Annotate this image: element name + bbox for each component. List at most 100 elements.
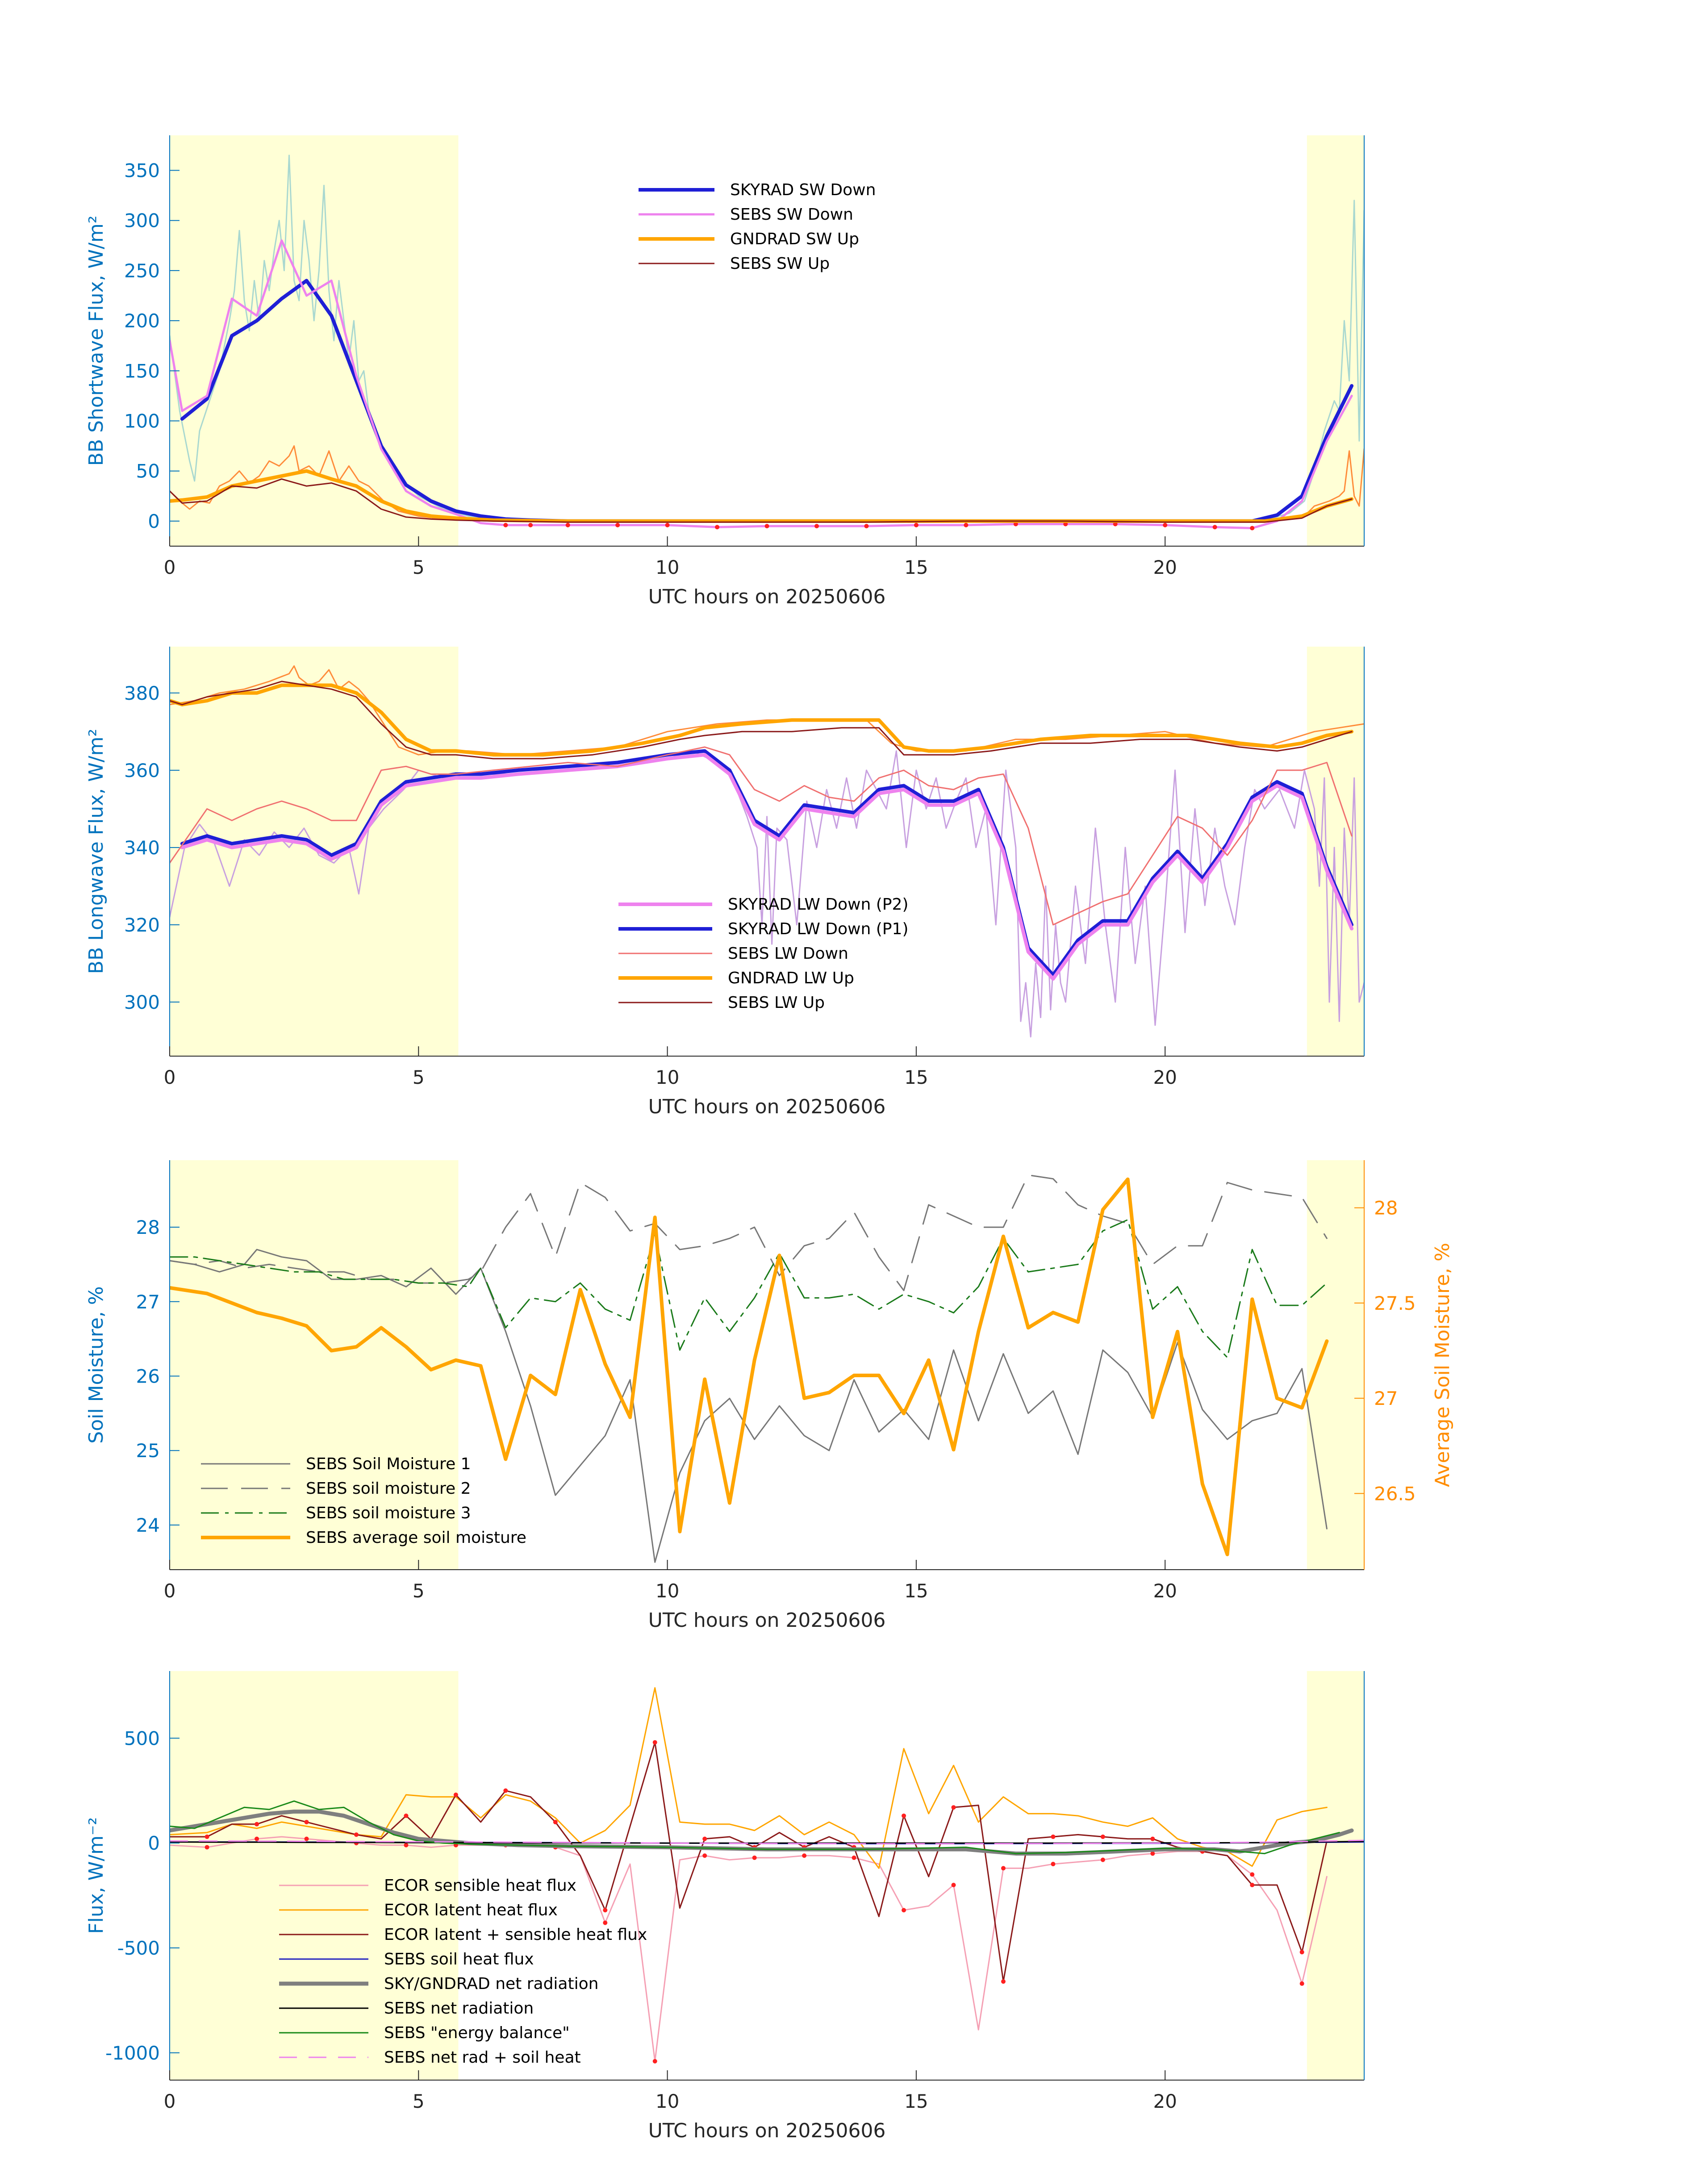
x-tick-label: 10 — [656, 2090, 679, 2112]
data-point-marker — [404, 1843, 409, 1847]
y-tick-label: 500 — [124, 1727, 160, 1749]
data-point-marker — [603, 1920, 608, 1925]
legend-label-sebs-average-soil-moisture: SEBS average soil moisture — [306, 1529, 526, 1547]
x-tick-label: 15 — [904, 2090, 928, 2112]
night-shading-1 — [170, 1671, 459, 2080]
data-point-marker — [864, 524, 869, 529]
series-line-sebs-energy-balance — [170, 1800, 1340, 1855]
data-point-marker — [255, 1836, 259, 1841]
y-tick-label: 0 — [148, 510, 160, 532]
series-line-sebs-sw-up — [170, 478, 1353, 523]
night-shading-2 — [1307, 1160, 1364, 1570]
series-line-sebs-net-radiation — [170, 1840, 1364, 1844]
longwave-flux-panel: 0 5 10 15 20 300 320 340 360 380 UTC hours on 2025… — [85, 647, 1365, 1118]
legend-label-skyrad-lw-down-p1: SKYRAD LW Down (P1) — [728, 920, 908, 938]
legend-label-ecor-latent-sensible-heat-flux: ECOR latent + sensible heat flux — [384, 1926, 647, 1944]
data-point-marker — [1150, 1851, 1155, 1856]
x-tick-label: 15 — [904, 1580, 928, 1602]
series-line-sebs-average-soil-moisture — [170, 1177, 1329, 1556]
x-axis-label: UTC hours on 20250606 — [648, 1095, 886, 1118]
y-right-tick-label: 27.5 — [1374, 1292, 1416, 1314]
legend-label-sky-gndrad-net-radiation: SKY/GNDRAD net radiation — [384, 1975, 598, 1993]
legend-label-sebs-lw-up: SEBS LW Up — [728, 994, 825, 1012]
legend: SKYRAD SW Down SEBS SW Down GNDRAD SW Up SE… — [639, 181, 876, 273]
data-point-marker — [652, 2059, 657, 2064]
x-tick-label: 0 — [164, 2090, 176, 2112]
data-point-marker — [964, 522, 969, 527]
legend-label-gndrad-sw-up: GNDRAD SW Up — [730, 230, 859, 248]
y-tick-label: 350 — [124, 160, 160, 182]
y-tick-label: 27 — [136, 1291, 160, 1313]
legend-label-sebs-sw-up: SEBS SW Up — [730, 255, 830, 273]
x-axis-label: UTC hours on 20250606 — [648, 585, 886, 608]
legend: SEBS Soil Moisture 1 SEBS soil moisture 2… — [201, 1455, 526, 1547]
data-point-marker — [715, 525, 720, 530]
data-point-marker — [453, 1793, 458, 1797]
data-point-marker — [1063, 522, 1068, 526]
data-point-marker — [205, 1845, 209, 1850]
x-tick-label: 20 — [1153, 556, 1177, 578]
legend-label-sebs-net-rad-soil-heat: SEBS net rad + soil heat — [384, 2048, 581, 2067]
data-point-marker — [1299, 1981, 1304, 1986]
x-axis-label: UTC hours on 20250606 — [648, 2119, 886, 2142]
y-axis-label: BB Shortwave Flux, W/m² — [85, 216, 108, 466]
y-tick-label: 0 — [148, 1832, 160, 1854]
night-shading-2 — [1307, 1671, 1364, 2080]
data-point-marker — [814, 524, 819, 529]
data-point-marker — [1013, 522, 1018, 526]
data-point-marker — [1250, 526, 1255, 531]
data-point-marker — [404, 1813, 409, 1818]
legend-label-sebs-sw-down: SEBS SW Down — [730, 205, 853, 224]
legend-label-sebs-soil-heat-flux: SEBS soil heat flux — [384, 1950, 534, 1968]
x-tick-label: 20 — [1153, 1580, 1177, 1602]
data-point-marker — [702, 1853, 707, 1858]
data-point-marker — [1250, 1872, 1255, 1877]
data-point-marker — [528, 522, 533, 527]
x-tick-label: 5 — [413, 1066, 425, 1088]
data-point-marker — [503, 1788, 508, 1793]
legend-label-sebs-net-radiation: SEBS net radiation — [384, 1999, 534, 2018]
series-line-sebs-lw-down — [170, 746, 1353, 926]
data-point-marker — [1001, 1866, 1006, 1871]
x-tick-label: 10 — [656, 556, 679, 578]
data-point-marker — [1051, 1834, 1056, 1839]
x-tick-label: 0 — [164, 556, 176, 578]
data-point-marker — [1150, 1836, 1155, 1841]
night-shading-1 — [170, 1160, 459, 1570]
data-point-marker — [1113, 522, 1118, 526]
series-line-gndrad-sw-up-raw — [170, 445, 1364, 522]
y-tick-label: -1000 — [105, 2042, 160, 2064]
y-right-tick-label: 28 — [1374, 1197, 1398, 1219]
data-point-marker — [1100, 1857, 1105, 1862]
legend-label-sebs-energy-balance: SEBS "energy balance" — [384, 2024, 570, 2042]
legend: SKYRAD LW Down (P2) SKYRAD LW Down (P1) SE… — [618, 895, 908, 1012]
y-tick-label: 24 — [136, 1514, 160, 1536]
data-point-marker — [1212, 525, 1217, 530]
night-shading-1 — [170, 135, 459, 546]
series-group — [170, 155, 1364, 531]
x-tick-label: 5 — [413, 556, 425, 578]
y-tick-label: 150 — [124, 360, 160, 382]
data-point-marker — [665, 522, 670, 527]
data-point-marker — [1001, 1979, 1006, 1984]
data-point-marker — [902, 1813, 906, 1818]
series-group — [170, 1687, 1364, 2064]
legend-label-sebs-lw-down: SEBS LW Down — [728, 944, 848, 963]
data-point-marker — [255, 1822, 259, 1826]
x-tick-label: 0 — [164, 1580, 176, 1602]
y-tick-label: 25 — [136, 1440, 160, 1462]
x-tick-label: 20 — [1153, 1066, 1177, 1088]
legend-label-sebs-soil-moisture-2: SEBS soil moisture 2 — [306, 1479, 471, 1498]
y-right-tick-label: 27 — [1374, 1387, 1398, 1409]
y-axis-label: BB Longwave Flux, W/m² — [85, 729, 108, 974]
legend: ECOR sensible heat flux ECOR latent heat … — [279, 1876, 647, 2067]
x-tick-label: 15 — [904, 1066, 928, 1088]
series-group — [170, 665, 1364, 1038]
x-tick-label: 10 — [656, 1580, 679, 1602]
legend-label-gndrad-lw-up: GNDRAD LW Up — [728, 969, 854, 987]
y-tick-label: 100 — [124, 410, 160, 432]
y-tick-label: 340 — [124, 837, 160, 859]
y-right-tick-label: 26.5 — [1374, 1483, 1416, 1504]
